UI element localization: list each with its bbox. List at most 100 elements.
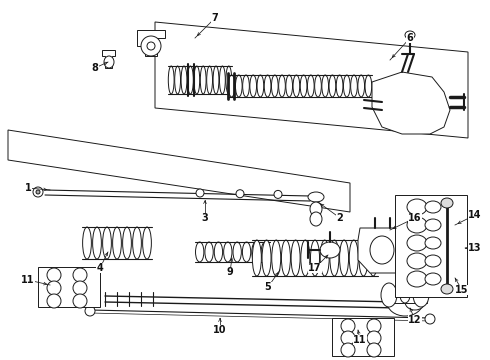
Polygon shape [102,50,115,68]
Ellipse shape [47,268,61,282]
Ellipse shape [228,75,235,97]
Ellipse shape [330,240,339,276]
Ellipse shape [441,198,453,208]
Ellipse shape [340,240,348,276]
Ellipse shape [220,66,225,94]
Ellipse shape [168,66,174,94]
Text: 3: 3 [201,213,208,223]
Ellipse shape [341,319,355,333]
Ellipse shape [264,75,271,97]
Ellipse shape [36,190,40,194]
Text: 7: 7 [212,13,219,23]
Ellipse shape [365,75,372,97]
Polygon shape [38,267,100,307]
Ellipse shape [47,294,61,308]
Ellipse shape [358,75,365,97]
Polygon shape [358,228,410,273]
Ellipse shape [441,284,453,294]
Ellipse shape [250,75,257,97]
Ellipse shape [301,240,310,276]
Ellipse shape [252,242,260,262]
Ellipse shape [236,190,244,198]
Ellipse shape [368,240,378,276]
Ellipse shape [257,75,264,97]
Ellipse shape [329,75,336,97]
Ellipse shape [425,255,441,267]
Ellipse shape [387,288,423,316]
Ellipse shape [370,236,394,264]
Polygon shape [395,195,467,297]
Ellipse shape [405,294,425,310]
Ellipse shape [196,189,204,197]
Ellipse shape [205,242,213,262]
Ellipse shape [243,242,251,262]
Ellipse shape [147,42,155,50]
Ellipse shape [194,66,200,94]
Ellipse shape [425,273,441,285]
Ellipse shape [281,240,291,276]
Text: 12: 12 [408,315,422,325]
Ellipse shape [73,268,87,282]
Ellipse shape [367,319,381,333]
Text: 15: 15 [455,285,469,295]
Ellipse shape [236,75,242,97]
Ellipse shape [343,75,350,97]
Ellipse shape [308,192,324,202]
Ellipse shape [133,227,142,259]
Ellipse shape [425,314,435,324]
Text: 11: 11 [353,335,367,345]
Ellipse shape [223,242,232,262]
Ellipse shape [310,202,322,216]
Ellipse shape [407,253,427,269]
Polygon shape [332,318,394,356]
Ellipse shape [274,190,282,198]
Ellipse shape [341,343,355,357]
Ellipse shape [214,242,222,262]
Ellipse shape [93,227,101,259]
Ellipse shape [381,283,397,307]
Ellipse shape [425,201,441,213]
Polygon shape [137,30,165,56]
Ellipse shape [196,242,204,262]
Text: 16: 16 [408,213,422,223]
Ellipse shape [279,75,285,97]
Ellipse shape [425,219,441,231]
Text: 5: 5 [265,282,271,292]
Ellipse shape [425,237,441,249]
Ellipse shape [367,331,381,345]
Ellipse shape [252,240,261,276]
Ellipse shape [233,242,242,262]
Ellipse shape [336,75,343,97]
Text: 2: 2 [337,213,343,223]
Ellipse shape [200,66,206,94]
Ellipse shape [413,283,429,307]
Ellipse shape [407,235,427,251]
Text: 4: 4 [97,263,103,273]
Polygon shape [8,130,350,212]
Ellipse shape [213,66,219,94]
Ellipse shape [271,75,278,97]
Ellipse shape [73,294,87,308]
Text: 11: 11 [21,275,35,285]
Ellipse shape [407,271,427,287]
Ellipse shape [272,240,281,276]
Ellipse shape [102,227,111,259]
Ellipse shape [341,331,355,345]
Ellipse shape [405,31,415,39]
Ellipse shape [293,75,300,97]
Ellipse shape [300,75,307,97]
Ellipse shape [315,75,321,97]
Text: 14: 14 [468,210,482,220]
Ellipse shape [407,199,427,215]
Ellipse shape [320,240,329,276]
Ellipse shape [207,66,213,94]
Ellipse shape [262,240,271,276]
Text: 6: 6 [407,33,414,43]
Ellipse shape [291,240,300,276]
Ellipse shape [322,75,329,97]
Ellipse shape [367,343,381,357]
Ellipse shape [73,281,87,295]
Ellipse shape [175,66,180,94]
Text: 10: 10 [213,325,227,335]
Ellipse shape [113,227,122,259]
